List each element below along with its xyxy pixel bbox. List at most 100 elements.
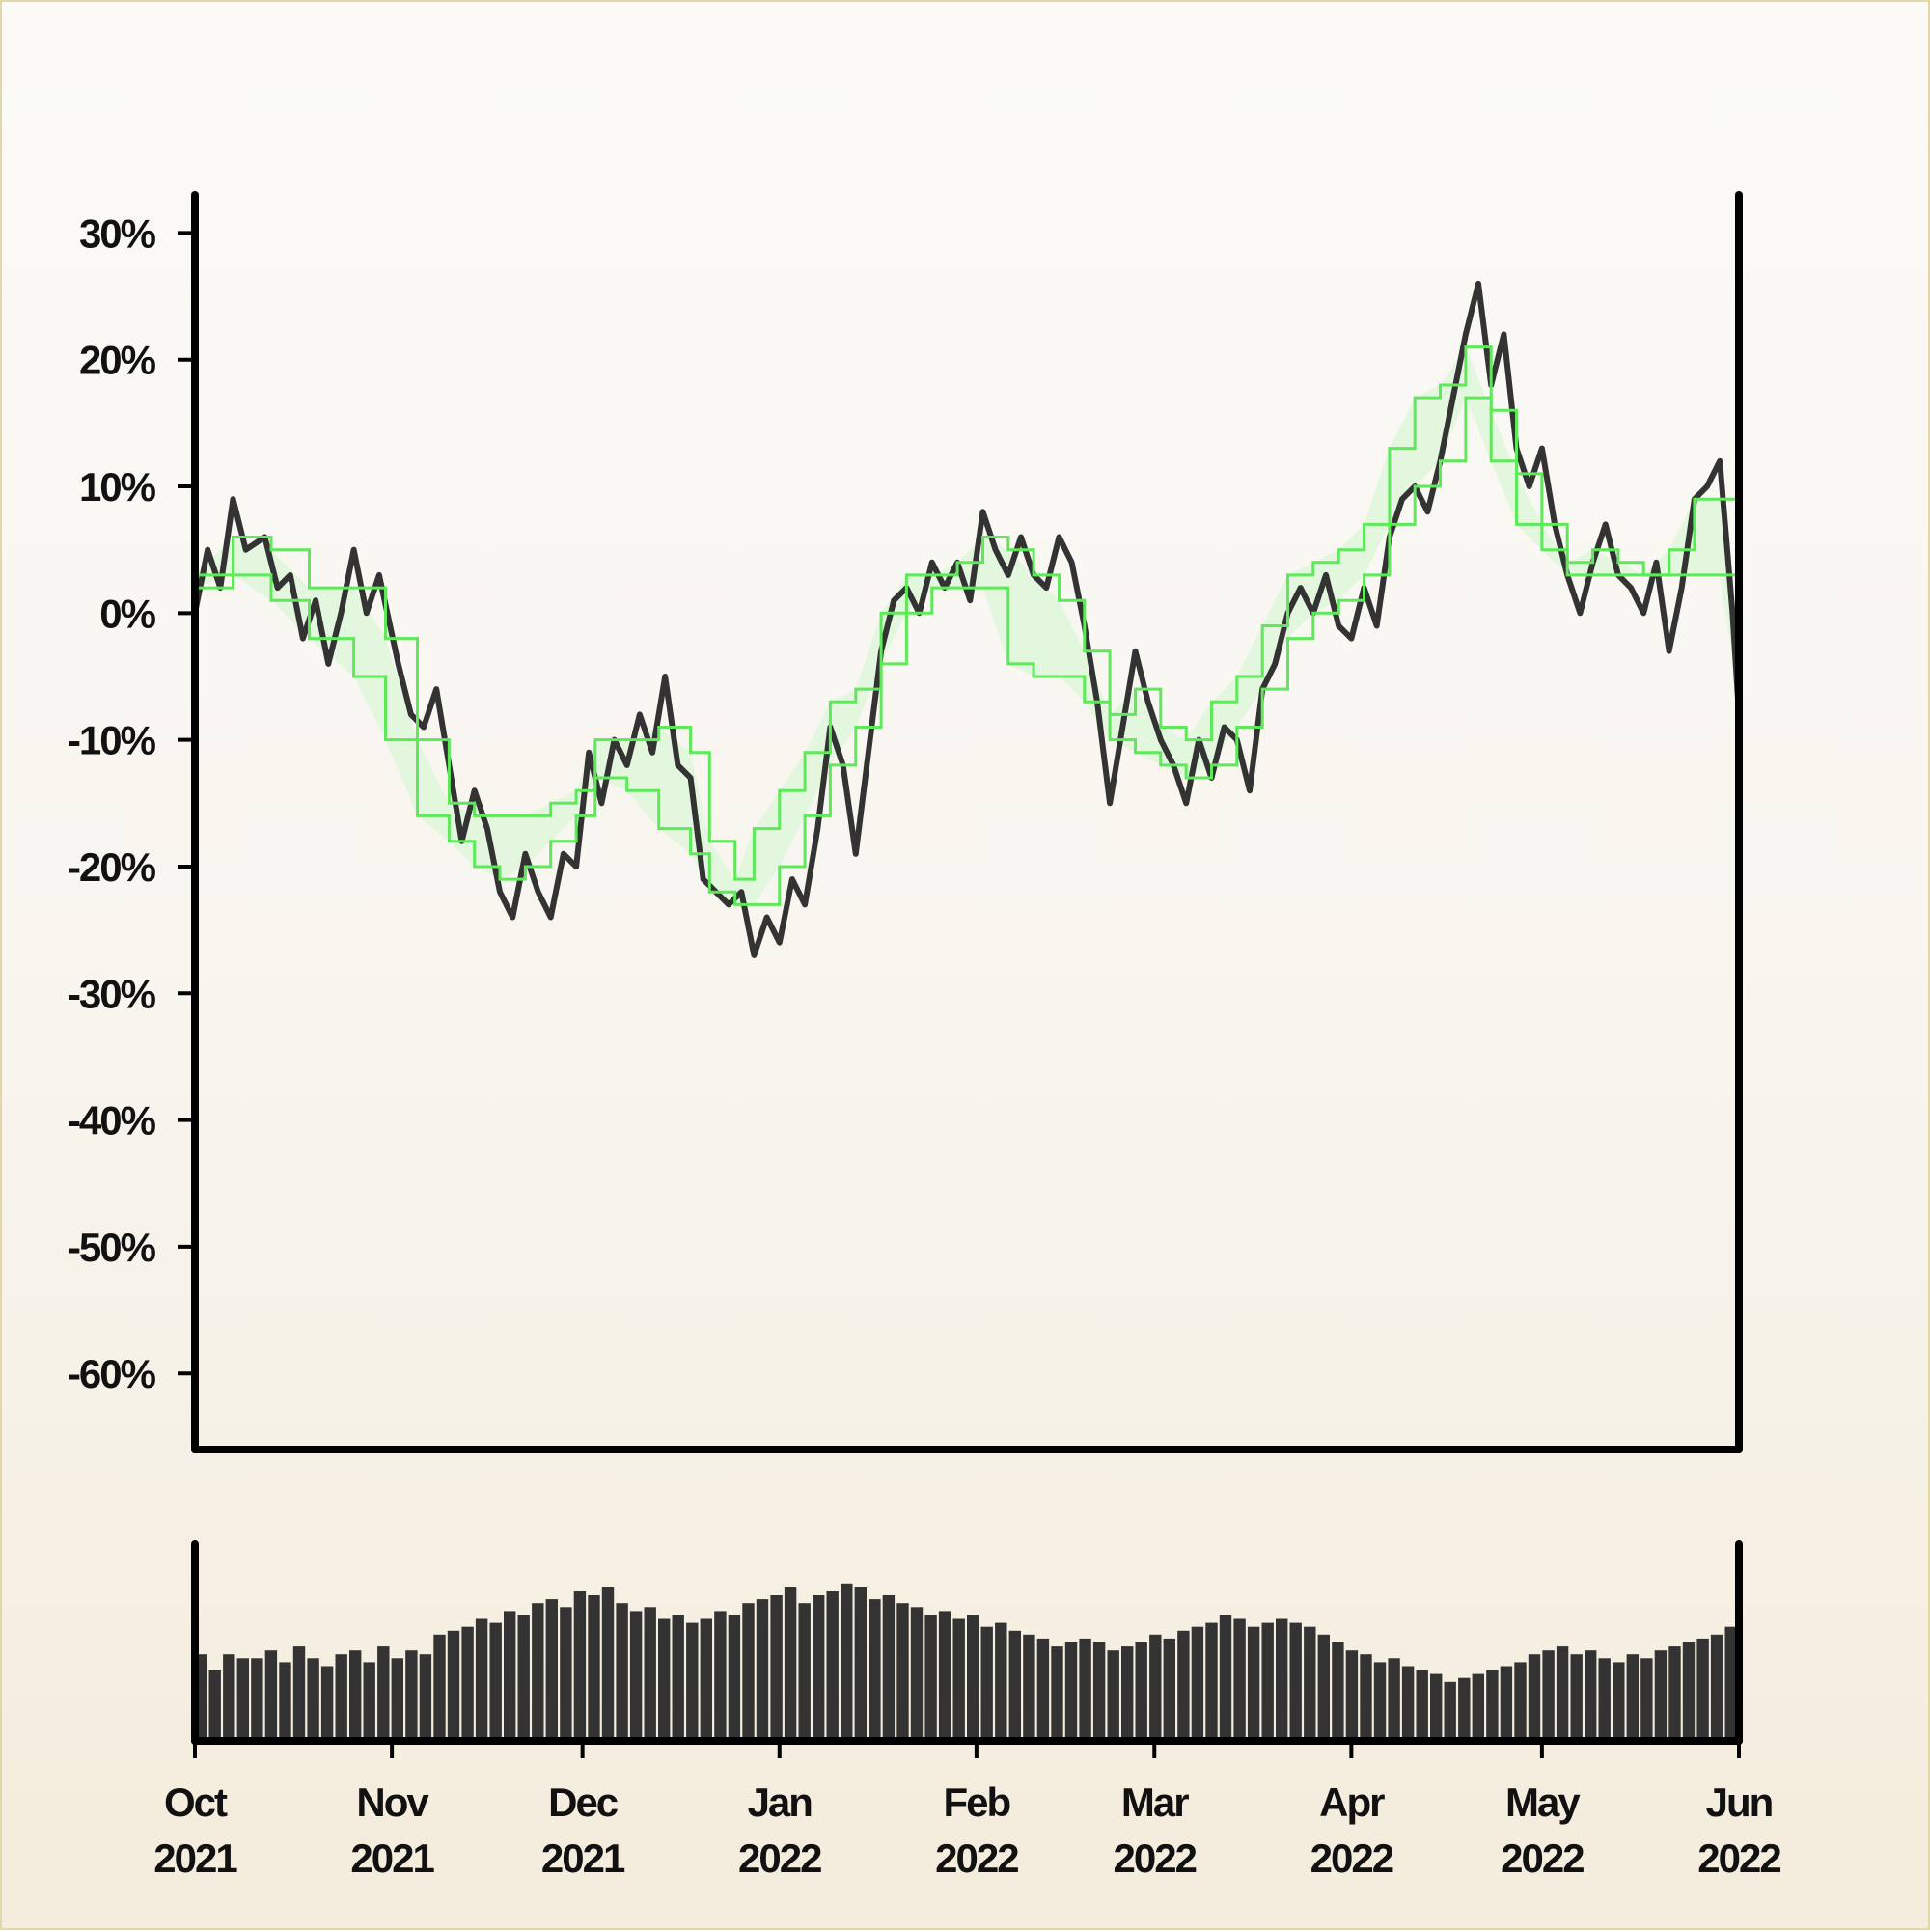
volume-bar	[363, 1662, 375, 1741]
volume-bar	[1064, 1642, 1078, 1741]
volume-bar	[686, 1622, 699, 1741]
volume-bar	[728, 1615, 741, 1741]
y-tick-label: -30%	[68, 971, 156, 1016]
volume-bar	[532, 1603, 544, 1741]
volume-bar	[1542, 1650, 1555, 1741]
volume-bar	[924, 1615, 937, 1741]
volume-bar	[841, 1583, 853, 1741]
volume-bar	[461, 1626, 474, 1741]
x-tick-label: Oct 2021	[153, 1780, 237, 1881]
volume-bar	[784, 1587, 797, 1741]
volume-bar	[279, 1662, 291, 1741]
volume-bar	[573, 1591, 587, 1741]
y-tick-label: 20%	[79, 338, 156, 383]
volume-bar	[1107, 1650, 1119, 1741]
volume-bar	[616, 1603, 628, 1741]
volume-bar	[1036, 1638, 1050, 1741]
x-tick-label: May 2022	[1501, 1780, 1584, 1881]
volume-bar	[1304, 1626, 1316, 1741]
band-lower-line	[195, 396, 1741, 906]
volume-bar	[1205, 1622, 1218, 1741]
x-tick-label: Dec 2021	[541, 1780, 625, 1881]
volume-bar	[223, 1654, 235, 1741]
volume-bar	[1276, 1618, 1288, 1741]
y-tick-label: -50%	[68, 1225, 156, 1270]
volume-bar	[1416, 1670, 1428, 1741]
volume-bar	[419, 1654, 432, 1741]
volume-bar	[405, 1650, 418, 1741]
volume-bar	[560, 1607, 572, 1741]
volume-bar	[1401, 1666, 1415, 1741]
volume-bar	[770, 1595, 783, 1741]
volume-bar	[1710, 1634, 1723, 1741]
volume-bar	[742, 1603, 755, 1741]
volume-bar	[601, 1587, 615, 1741]
volume-bar	[1668, 1646, 1681, 1741]
volume-bar	[1388, 1658, 1400, 1741]
volume-bar	[1191, 1626, 1204, 1741]
volume-bar	[756, 1599, 769, 1741]
volume-bar	[1585, 1650, 1597, 1741]
y-tick-label: 30%	[79, 210, 156, 256]
volume-bar	[1332, 1642, 1344, 1741]
volume-bar	[1233, 1618, 1246, 1741]
volume-bar	[826, 1591, 839, 1741]
x-tick-label: Jun 2022	[1697, 1780, 1780, 1881]
x-tick-label: Jan 2022	[738, 1780, 821, 1881]
band-upper-line	[195, 345, 1741, 881]
volume-bar	[1570, 1654, 1583, 1741]
volume-bar	[1682, 1642, 1696, 1741]
volume-bar	[980, 1626, 993, 1741]
volume-bar	[1556, 1646, 1569, 1741]
volume-bar	[433, 1634, 446, 1741]
volume-bar	[1345, 1650, 1359, 1741]
volume-bar	[1023, 1634, 1035, 1741]
x-tick-label: Apr 2022	[1310, 1780, 1393, 1881]
volume-bar	[658, 1618, 671, 1741]
volume-bar	[854, 1587, 867, 1741]
volume-bar	[1163, 1638, 1175, 1741]
x-tick-label: Feb 2022	[935, 1780, 1018, 1881]
band-fill-area	[195, 346, 1739, 905]
volume-bar	[236, 1658, 249, 1741]
volume-bar	[1149, 1634, 1162, 1741]
volume-bar	[1696, 1638, 1709, 1741]
volume-bar	[1724, 1626, 1737, 1741]
volume-bar	[896, 1603, 909, 1741]
volume-bar	[1289, 1622, 1302, 1741]
volume-bar	[1613, 1662, 1625, 1741]
x-tick-label: Nov 2021	[350, 1780, 434, 1881]
volume-bar	[1092, 1642, 1106, 1741]
volume-bar	[349, 1650, 362, 1741]
y-tick-label: -40%	[68, 1098, 156, 1144]
volume-bar	[475, 1618, 488, 1741]
x-tick-label: Mar 2022	[1114, 1780, 1197, 1881]
volume-bar	[1528, 1654, 1541, 1741]
volume-bar	[335, 1654, 347, 1741]
volume-bar	[967, 1615, 979, 1741]
volume-bar	[264, 1650, 278, 1741]
volume-bar	[1486, 1670, 1499, 1741]
volume-bar	[588, 1595, 600, 1741]
volume-bar	[1317, 1634, 1330, 1741]
volume-bar	[1458, 1677, 1471, 1741]
volume-bar	[1640, 1658, 1653, 1741]
volume-bar	[208, 1670, 221, 1741]
y-tick-label: -60%	[68, 1351, 156, 1396]
volume-bar	[504, 1611, 516, 1741]
volume-bar	[1654, 1650, 1668, 1741]
volume-bar	[251, 1658, 263, 1741]
volume-bar	[1051, 1646, 1063, 1741]
volume-bar	[1135, 1642, 1147, 1741]
volume-bar	[1177, 1630, 1190, 1741]
volume-bar	[938, 1611, 951, 1741]
price-line	[192, 280, 1742, 958]
y-tick-label: 0%	[99, 591, 155, 636]
volume-bar	[1360, 1654, 1372, 1741]
y-tick-label: -20%	[68, 844, 156, 890]
volume-bar	[1247, 1626, 1260, 1741]
volume-bar	[672, 1615, 684, 1741]
volume-bar	[391, 1658, 403, 1741]
